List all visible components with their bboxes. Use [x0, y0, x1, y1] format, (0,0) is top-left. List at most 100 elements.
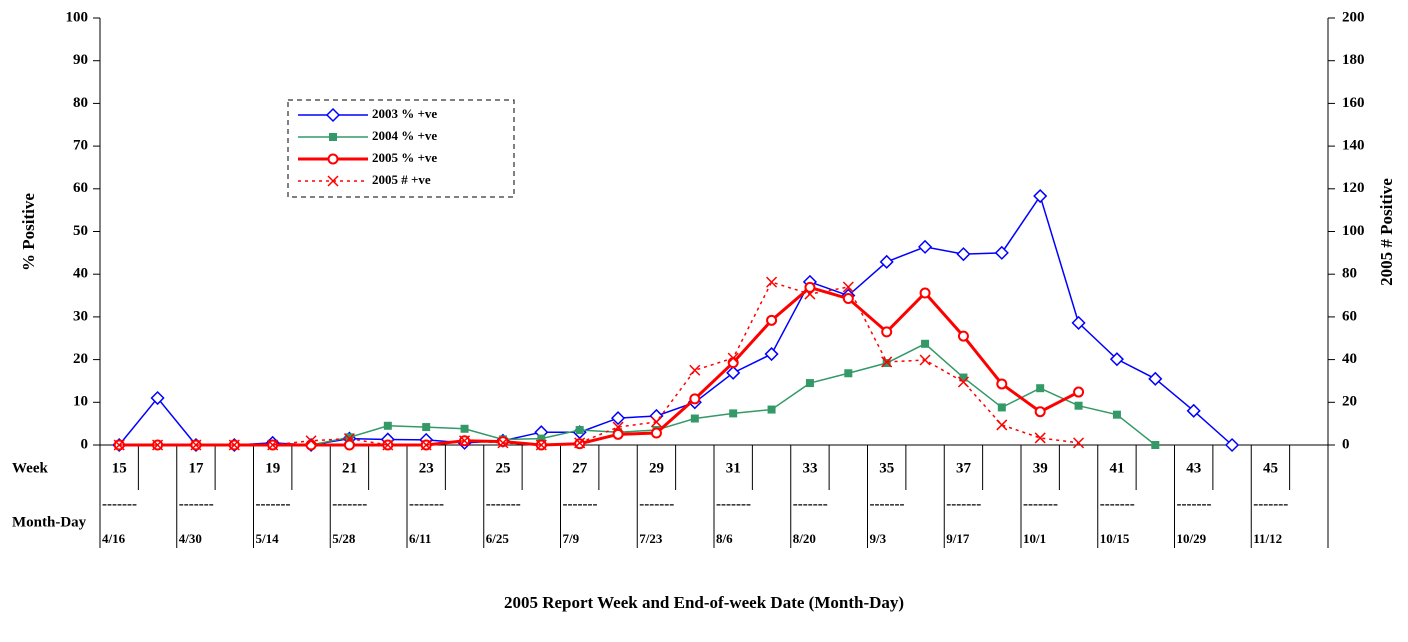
- point: [804, 281, 816, 293]
- month-day-label: 5/14: [256, 531, 280, 546]
- y2-tick-label: 200: [1342, 9, 1365, 25]
- point: [959, 373, 968, 382]
- month-day-label: 11/12: [1253, 531, 1282, 546]
- legend-marker: [325, 107, 341, 123]
- x-tick-label: 15: [112, 460, 127, 476]
- point: [805, 379, 814, 388]
- x-tick-label: 33: [802, 460, 817, 476]
- y-tick-label: 50: [73, 223, 88, 239]
- point: [190, 439, 202, 451]
- point: [1074, 401, 1083, 410]
- y2-axis-title: 2005 # Positive: [1377, 178, 1396, 286]
- y2-tick-label: 100: [1342, 223, 1365, 239]
- point: [804, 288, 816, 300]
- separator: -------: [102, 496, 137, 512]
- point: [879, 254, 894, 269]
- point: [612, 428, 624, 440]
- series-line: [119, 342, 1156, 446]
- point: [497, 436, 509, 448]
- point: [997, 403, 1006, 412]
- separator: -------: [639, 496, 674, 512]
- point: [305, 439, 317, 451]
- point: [574, 437, 586, 449]
- month-day-label: 4/30: [179, 531, 202, 546]
- separator: -------: [1100, 496, 1135, 512]
- point: [957, 376, 969, 388]
- point: [842, 281, 854, 293]
- point: [764, 346, 779, 362]
- y-axis-title: % Positive: [19, 193, 38, 271]
- point: [305, 435, 317, 447]
- x-tick-label: 27: [572, 460, 588, 476]
- point: [345, 433, 354, 442]
- point: [343, 433, 355, 445]
- point: [575, 426, 584, 435]
- separator: -------: [179, 496, 214, 512]
- x-tick-label: 39: [1033, 460, 1048, 476]
- separator: -------: [716, 496, 751, 512]
- month-day-row-label: Month-Day: [12, 514, 87, 530]
- point: [383, 421, 392, 430]
- y2-tick-label: 40: [1342, 351, 1357, 367]
- month-day-label: 6/25: [486, 531, 510, 546]
- point: [1148, 371, 1163, 386]
- month-day-label: 6/11: [409, 531, 431, 546]
- x-tick-label: 31: [726, 460, 741, 476]
- x-tick-label: 21: [342, 460, 357, 476]
- legend-label: 2003 % +ve: [372, 106, 437, 121]
- point: [689, 393, 701, 405]
- point: [1186, 403, 1201, 418]
- y-tick-label: 60: [73, 180, 88, 196]
- point: [1034, 406, 1046, 418]
- x-tick-label: 29: [649, 460, 664, 476]
- y2-tick-label: 60: [1342, 308, 1357, 324]
- legend-marker: [327, 153, 339, 165]
- point: [228, 439, 240, 451]
- point: [727, 352, 739, 364]
- point: [422, 423, 431, 432]
- point: [1073, 437, 1085, 449]
- y-tick-label: 30: [73, 308, 88, 324]
- series-line: [119, 285, 1080, 447]
- point: [497, 437, 509, 449]
- month-day-label: 4/16: [102, 531, 126, 546]
- point: [996, 378, 1008, 390]
- point: [726, 365, 741, 380]
- point: [881, 326, 893, 338]
- month-day-label: 7/9: [563, 531, 580, 546]
- point: [690, 414, 699, 423]
- separator: -------: [563, 496, 598, 512]
- x-tick-label: 25: [495, 460, 510, 476]
- y-tick-label: 20: [73, 351, 88, 367]
- y-tick-label: 70: [73, 138, 88, 154]
- point: [612, 421, 624, 433]
- point: [537, 434, 546, 443]
- legend-box: [287, 99, 515, 198]
- month-day-label: 10/29: [1177, 531, 1207, 546]
- separator: -------: [1177, 496, 1212, 512]
- point: [956, 247, 971, 262]
- month-day-label: 5/28: [332, 531, 356, 546]
- point: [382, 439, 394, 451]
- point: [844, 369, 853, 378]
- x-tick-label: 17: [188, 460, 204, 476]
- point: [727, 357, 739, 369]
- x-tick-label: 23: [419, 460, 434, 476]
- point: [459, 435, 471, 447]
- point: [729, 409, 738, 418]
- y-tick-label: 10: [73, 394, 88, 410]
- series-line: [119, 281, 1079, 446]
- separator: -------: [409, 496, 444, 512]
- point: [918, 239, 933, 254]
- point: [649, 408, 664, 424]
- legend-label: 2005 # +ve: [372, 172, 431, 187]
- x-tick-label: 37: [956, 460, 972, 476]
- point: [957, 330, 969, 342]
- week-row-label: Week: [12, 460, 48, 476]
- point: [113, 439, 125, 451]
- month-day-label: 9/3: [870, 531, 887, 546]
- point: [919, 354, 931, 366]
- y2-tick-label: 140: [1342, 138, 1365, 154]
- month-day-label: 8/20: [793, 531, 816, 546]
- x-tick-label: 43: [1186, 460, 1201, 476]
